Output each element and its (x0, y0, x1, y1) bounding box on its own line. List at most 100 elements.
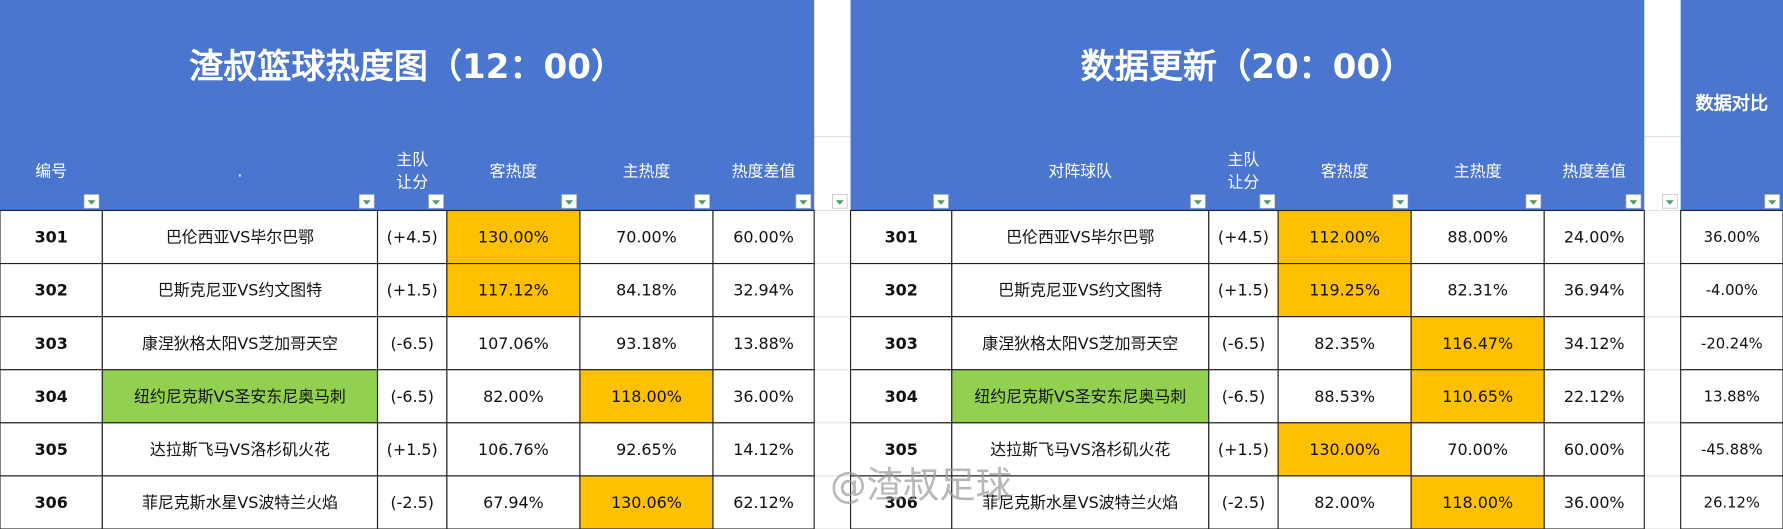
column-header: 主队 (396, 150, 428, 169)
cell-text: 302 (35, 281, 68, 300)
cell-text: 116.47% (1442, 334, 1513, 353)
table-cell (1543, 316, 1645, 371)
cell-text: 130.00% (478, 228, 549, 247)
filter-arrow (432, 200, 441, 205)
filter-arrow (1193, 200, 1202, 205)
column-header: 对阵球队 (1048, 161, 1112, 180)
cell-text: (-6.5) (1222, 334, 1265, 353)
table-cell (951, 475, 1210, 529)
column-header: 主队 (1228, 150, 1260, 169)
cell-text: (+1.5) (387, 281, 438, 300)
cell-text: 84.18% (616, 281, 677, 300)
table-cell (101, 209, 379, 265)
cell-text: 112.00% (1309, 228, 1380, 247)
cell-text: 304 (885, 387, 918, 406)
cell-text: 36.00% (733, 387, 794, 406)
table-cell (951, 262, 1210, 318)
cell-text: 62.12% (733, 493, 794, 512)
cell-text: 70.00% (1447, 440, 1508, 459)
filter-arrow (799, 200, 808, 205)
filter-arrow (698, 200, 707, 205)
cell-text: 130.06% (611, 493, 682, 512)
table-cell (101, 316, 379, 371)
cell-text: 36.94% (1564, 281, 1625, 300)
table-cell (951, 369, 1210, 424)
cell-text: 菲尼克斯水星VS波特兰火焰 (982, 493, 1178, 512)
cell-text: 130.00% (1309, 440, 1380, 459)
cell-text: 60.00% (1564, 440, 1625, 459)
cell-text: 304 (35, 387, 68, 406)
column-header: . (237, 161, 242, 180)
cell-text: (-6.5) (390, 334, 433, 353)
table-cell (0, 475, 103, 529)
table-cell (712, 475, 815, 529)
filter-arrow (835, 200, 844, 205)
cell-text: 26.12% (1704, 495, 1760, 512)
cell-text: 达拉斯飞马VS洛杉矶火花 (990, 440, 1170, 459)
cell-text: (+1.5) (387, 440, 438, 459)
cell-text: -20.24% (1701, 335, 1763, 352)
table-cell (1277, 262, 1412, 318)
table-cell (712, 316, 815, 371)
watermark: @渣叔足球 (830, 463, 1012, 506)
table-cell (951, 209, 1210, 265)
cell-text: 24.00% (1564, 228, 1625, 247)
filter-arrow (362, 200, 371, 205)
column-header: 让分 (1228, 173, 1260, 192)
cell-text: 107.06% (478, 334, 549, 353)
cell-text: 118.00% (611, 387, 682, 406)
table-cell (712, 422, 815, 477)
cell-text: 巴伦西亚VS毕尔巴鄂 (166, 228, 314, 247)
table-cell (1277, 316, 1412, 371)
table-cell (579, 422, 714, 477)
cell-text: 34.12% (1564, 334, 1625, 353)
cell-text: (+4.5) (387, 228, 438, 247)
table-cell (101, 262, 379, 318)
cell-text: 康涅狄格太阳VS芝加哥天空 (142, 334, 338, 353)
filter-arrow (565, 200, 574, 205)
table-cell (1208, 262, 1279, 318)
table-cell (579, 262, 714, 318)
table-cell (849, 475, 953, 529)
filter-arrow (1529, 200, 1538, 205)
cell-text: 118.00% (1442, 493, 1513, 512)
cell-text: 82.31% (1447, 281, 1508, 300)
cell-text: 119.25% (1309, 281, 1380, 300)
cell-text: 22.12% (1564, 387, 1625, 406)
cell-text: (-2.5) (390, 493, 433, 512)
filter-arrow (936, 200, 945, 205)
column-header: 热度差值 (1562, 161, 1626, 180)
table-cell (446, 475, 581, 529)
cell-text: (+1.5) (1218, 440, 1269, 459)
table-title: 数据更新（20：00） (1081, 47, 1415, 87)
cell-text: 36.00% (1564, 493, 1625, 512)
column-header: 编号 (35, 161, 67, 180)
cell-text: 302 (885, 281, 918, 300)
table-cell (1277, 422, 1412, 477)
header-background (850, 0, 1645, 211)
table-cell (376, 422, 448, 477)
table-cell (376, 316, 448, 371)
cell-text: 82.35% (1314, 334, 1375, 353)
cell-text: 110.65% (1442, 387, 1513, 406)
column-header: 客热度 (1321, 161, 1369, 180)
column-header: 主热度 (1454, 161, 1502, 180)
cell-text: (+1.5) (1218, 281, 1269, 300)
table-cell (376, 262, 448, 318)
table-cell (1277, 475, 1412, 529)
table-cell (446, 316, 581, 371)
cell-text: 305 (35, 440, 68, 459)
table-cell (1543, 475, 1645, 529)
table-cell (376, 209, 448, 265)
table-cell (101, 422, 379, 477)
table-cell (712, 262, 815, 318)
cell-text: 305 (885, 440, 918, 459)
table-cell (0, 316, 103, 371)
table-cell (951, 316, 1210, 371)
cell-text: 巴伦西亚VS毕尔巴鄂 (1006, 228, 1154, 247)
cell-text: 康涅狄格太阳VS芝加哥天空 (982, 334, 1178, 353)
cell-text: 70.00% (616, 228, 677, 247)
table-title: 渣叔篮球热度图（12：00） (189, 47, 625, 87)
filter-arrow (1396, 200, 1405, 205)
